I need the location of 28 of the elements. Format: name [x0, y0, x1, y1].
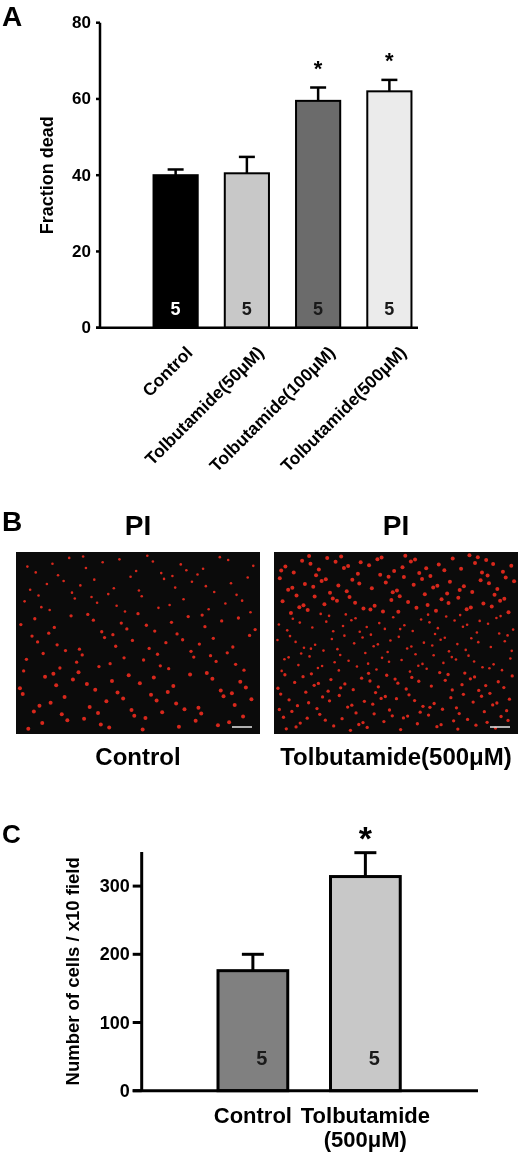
y-tick-label: 60 — [72, 89, 91, 109]
annotation: 5 — [368, 1047, 380, 1069]
text: B — [2, 506, 23, 537]
y-tick-label: 20 — [72, 241, 91, 261]
annotation: 5 — [384, 298, 395, 319]
chart-title: C — [2, 819, 21, 849]
annotation: 5 — [241, 298, 252, 319]
annotation: 5 — [170, 298, 181, 319]
y-tick-label: 0 — [81, 318, 91, 338]
text: PI — [124, 510, 152, 541]
y-tick-label: 80 — [72, 13, 91, 33]
y-axis-title: Number of cells / x10 field — [61, 857, 83, 1086]
annotation: * — [358, 818, 373, 857]
annotation: * — [313, 55, 323, 81]
annotation: 5 — [313, 298, 324, 319]
category-label: Tolbutamide(500μM) — [280, 743, 512, 770]
text: PI — [382, 510, 410, 541]
chart-title: A — [2, 1, 23, 32]
y-axis-title: Fraction dead — [37, 116, 57, 235]
annotation: * — [385, 47, 395, 73]
y-tick-label: 0 — [119, 1080, 130, 1101]
y-tick-label: 40 — [72, 165, 91, 185]
y-tick-label: 300 — [99, 876, 130, 897]
y-tick-label: 200 — [99, 944, 130, 965]
category-label: Control — [95, 743, 181, 770]
annotation: 5 — [256, 1047, 268, 1069]
x-tick-label: Tolbutamide (500μM) — [300, 1103, 430, 1152]
y-tick-label: 100 — [99, 1012, 130, 1033]
